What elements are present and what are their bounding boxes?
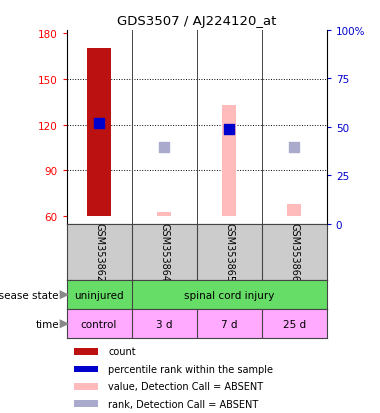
Text: 7 d: 7 d (221, 319, 238, 329)
Bar (287, 204, 301, 216)
Point (161, 145, 167, 152)
Point (96, 121, 102, 127)
Text: percentile rank within the sample: percentile rank within the sample (108, 364, 273, 374)
FancyBboxPatch shape (74, 348, 98, 355)
Text: 25 d: 25 d (283, 319, 306, 329)
Point (226, 126, 232, 133)
Bar (157, 212, 171, 216)
Text: control: control (81, 319, 117, 329)
Text: uninjured: uninjured (74, 290, 124, 300)
Text: spinal cord injury: spinal cord injury (184, 290, 274, 300)
Text: rank, Detection Call = ABSENT: rank, Detection Call = ABSENT (108, 399, 258, 409)
Bar (222, 105, 236, 216)
Text: GSM353866: GSM353866 (289, 223, 299, 282)
FancyBboxPatch shape (74, 383, 98, 389)
Text: time: time (35, 319, 59, 329)
Title: GDS3507 / AJ224120_at: GDS3507 / AJ224120_at (117, 15, 276, 28)
Text: GSM353862: GSM353862 (94, 223, 104, 282)
Text: GSM353865: GSM353865 (224, 223, 234, 282)
Point (291, 145, 297, 152)
FancyBboxPatch shape (74, 366, 98, 372)
Text: GSM353864: GSM353864 (159, 223, 169, 282)
Text: disease state: disease state (0, 290, 59, 300)
Bar (87, 49, 111, 216)
Text: value, Detection Call = ABSENT: value, Detection Call = ABSENT (108, 381, 263, 391)
Text: 3 d: 3 d (156, 319, 173, 329)
FancyBboxPatch shape (74, 401, 98, 407)
Text: count: count (108, 347, 136, 356)
